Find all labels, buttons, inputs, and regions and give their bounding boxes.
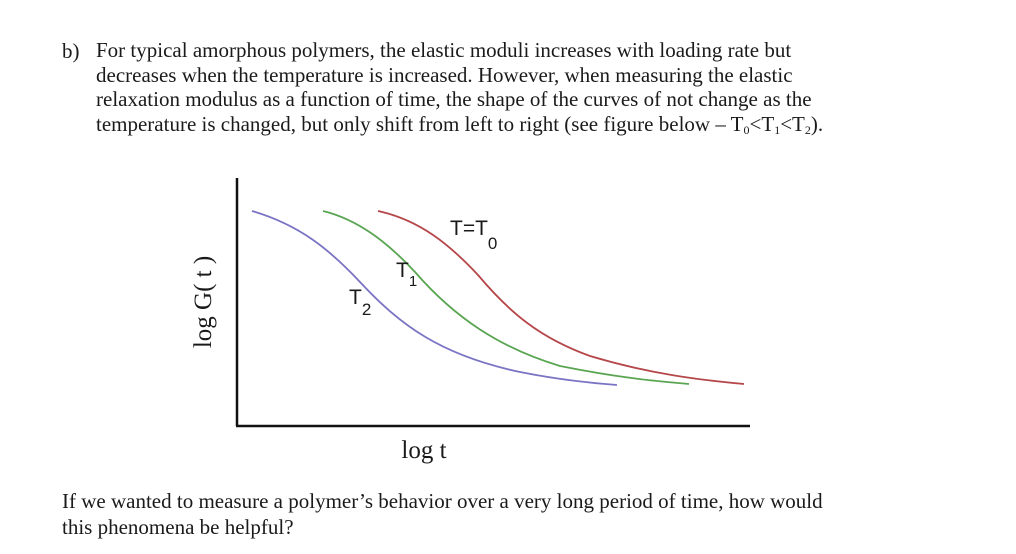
- less-than-t1: <T: [749, 111, 775, 136]
- question-line-1: If we wanted to measure a polymer’s beha…: [62, 489, 823, 513]
- subscript-2: 2: [804, 122, 811, 137]
- series-label-t2-sub: 2: [362, 300, 371, 319]
- intro-line-4-text: temperature is changed, but only shift f…: [96, 111, 744, 136]
- subscript-0: 0: [743, 122, 750, 137]
- y-axis-label: log G( t ): [190, 256, 217, 348]
- series-label-t0: T=T0: [450, 217, 497, 253]
- series-label-t1-main: T: [396, 259, 409, 282]
- series-label-t2-main: T: [349, 286, 362, 309]
- series-label-t0-main: T=T: [450, 217, 488, 240]
- intro-line-2: decreases when the temperature is increa…: [96, 62, 793, 87]
- series-label-t1: T1: [396, 259, 417, 290]
- series-t0-curve: [377, 210, 745, 385]
- intro-line-4: temperature is changed, but only shift f…: [96, 112, 996, 137]
- intro-line-3: relaxation modulus as a function of time…: [96, 87, 812, 111]
- series-t2-curve: [251, 210, 618, 386]
- series-label-t1-sub: 1: [409, 273, 417, 290]
- less-than-t2: <T: [780, 111, 805, 136]
- intro-end: ).: [810, 111, 824, 136]
- problem-intro: For typical amorphous polymers, the elas…: [96, 38, 996, 136]
- series-label-t0-sub: 0: [488, 234, 497, 253]
- part-label: b): [62, 39, 80, 63]
- intro-line-1: For typical amorphous polymers, the elas…: [96, 38, 792, 62]
- x-axis-label: log t: [401, 437, 446, 464]
- question-text: If we wanted to measure a polymer’s beha…: [62, 488, 962, 540]
- subscript-1: 1: [774, 122, 781, 137]
- series-t1-curve: [322, 210, 690, 385]
- question-line-2: this phenomena be helpful?: [62, 515, 294, 539]
- series-label-t2: T2: [349, 286, 371, 319]
